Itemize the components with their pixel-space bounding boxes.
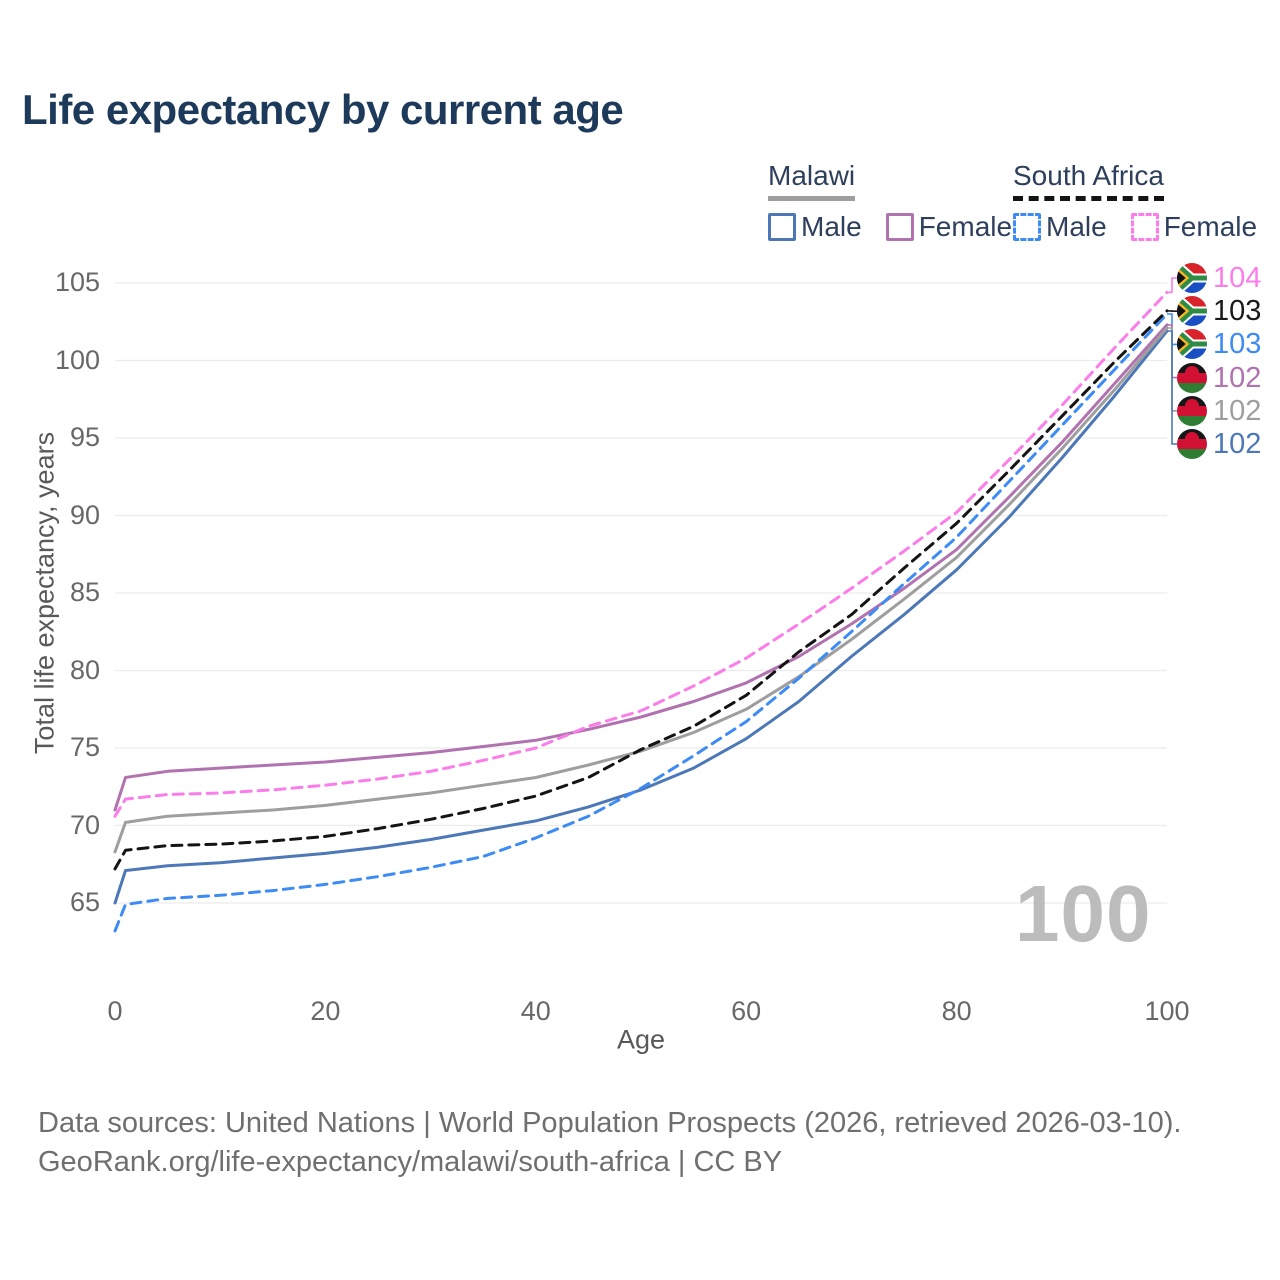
end-label-value-malawi-female: 102 (1213, 361, 1262, 394)
y-tick-label-65: 65 (69, 887, 100, 917)
legend-swatch-malawi-male (768, 213, 796, 241)
x-tick-label-80: 80 (941, 996, 972, 1026)
end-label-row-malawi-female: 102 (1177, 361, 1262, 394)
footer-source-line: Data sources: United Nations | World Pop… (38, 1107, 1182, 1139)
south-africa-flag-icon (1177, 263, 1207, 293)
end-label-row-malawi-male: 102 (1177, 429, 1261, 459)
south-africa-flag-icon (1177, 329, 1207, 359)
end-label-value-south-africa-male: 103 (1213, 328, 1262, 361)
malawi-flag-icon (1177, 396, 1207, 426)
legend-country-malawi[interactable]: Malawi (768, 160, 856, 201)
y-tick-label-105: 105 (54, 267, 100, 297)
legend-item-malawi-male[interactable]: Male (768, 211, 862, 243)
end-label-row-south-africa-female: 104 (1177, 263, 1261, 293)
x-tick-label-100: 100 (1144, 996, 1190, 1026)
legend-label-south-africa-female: Female (1163, 211, 1258, 242)
y-tick-label-75: 75 (69, 732, 100, 762)
legend-country-south-africa[interactable]: South Africa (1013, 160, 1164, 201)
legend-items-south-africa: Male Female (1013, 211, 1257, 243)
end-label-value-south-africa-female: 104 (1213, 262, 1262, 294)
x-tick-label-40: 40 (520, 996, 551, 1026)
end-label-row-south-africa-male: 103 (1177, 328, 1262, 361)
x-tick-label-20: 20 (310, 996, 341, 1026)
legend-label-malawi-female: Female (918, 211, 1013, 242)
series-line-south-africa-male[interactable] (113, 312, 1169, 933)
malawi-flag-icon (1177, 363, 1207, 393)
legend-label-malawi-male: Male (801, 211, 862, 242)
y-tick-label-70: 70 (69, 809, 100, 840)
series-line-south-africa-both[interactable] (113, 309, 1169, 871)
x-axis-title: Age (616, 1024, 666, 1055)
south-africa-flag-icon (1177, 296, 1207, 326)
series-line-malawi-both[interactable] (113, 326, 1169, 854)
legend-item-south-africa-male[interactable]: Male (1013, 211, 1107, 243)
y-tick-label-80: 80 (69, 654, 100, 685)
y-tick-label-100: 100 (54, 344, 100, 375)
x-tick-label-0: 0 (107, 996, 123, 1026)
end-label-row-south-africa-both: 103 (1177, 295, 1262, 328)
legend-items-malawi: Male Female (768, 211, 1012, 243)
series-line-south-africa-female[interactable] (113, 290, 1169, 818)
end-label-value-malawi-male: 102 (1213, 428, 1262, 460)
footer-link-line: GeoRank.org/life-expectancy/malawi/south… (38, 1146, 783, 1178)
end-label-value-south-africa-both: 103 (1213, 295, 1262, 328)
y-tick-label-95: 95 (69, 422, 100, 452)
end-label-row-malawi-both: 102 (1177, 394, 1262, 427)
legend-item-malawi-female[interactable]: Female (885, 211, 1013, 243)
legend-group-south-africa: South Africa Male Female (1013, 160, 1257, 243)
series-line-malawi-male[interactable] (113, 329, 1169, 905)
end-label-connector-malawi-male (1167, 330, 1177, 445)
legend-swatch-south-africa-male (1013, 213, 1041, 241)
legend-label-south-africa-male: Male (1046, 211, 1107, 242)
y-tick-label-90: 90 (69, 499, 100, 530)
end-label-value-malawi-both: 102 (1213, 394, 1262, 427)
malawi-flag-icon (1177, 429, 1207, 459)
legend-item-south-africa-female[interactable]: Female (1130, 211, 1258, 243)
page-title: Life expectancy by current age (22, 86, 624, 133)
series-line-malawi-female[interactable] (113, 323, 1169, 812)
age-watermark: 100 (1015, 869, 1152, 958)
x-tick-label-60: 60 (731, 996, 762, 1026)
end-label-connector-south-africa-female (1167, 277, 1177, 294)
y-tick-label-85: 85 (69, 577, 100, 607)
legend-group-malawi: Malawi Male Female (768, 160, 1012, 243)
legend-swatch-malawi-female (885, 213, 914, 241)
legend-swatch-south-africa-female (1130, 213, 1159, 241)
